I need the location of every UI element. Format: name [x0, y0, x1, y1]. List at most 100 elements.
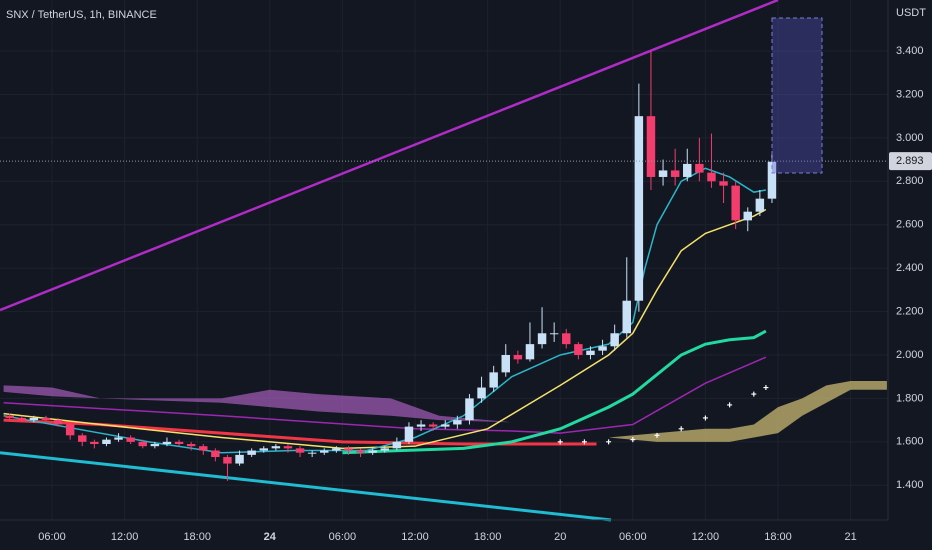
candle-body — [271, 446, 281, 449]
candle-body — [65, 424, 75, 436]
candle-body — [562, 333, 571, 345]
y-tick-label: 2.400 — [896, 262, 924, 274]
marker — [678, 426, 684, 432]
candle-body — [707, 172, 716, 182]
y-tick-label: 2.200 — [896, 305, 924, 317]
y-tick-label: 2.600 — [896, 219, 924, 231]
candle-body — [683, 163, 692, 177]
marker — [606, 439, 612, 445]
marker — [581, 439, 587, 445]
x-tick-label: 06:00 — [329, 531, 357, 543]
candle-body — [549, 333, 559, 335]
candle-body — [416, 424, 426, 427]
y-tick-label: 2.800 — [896, 175, 924, 187]
indicator-line — [342, 329, 767, 455]
candle-body — [525, 344, 535, 360]
candle-body — [295, 448, 305, 453]
candle-body — [634, 116, 644, 301]
candle-body — [114, 437, 123, 440]
candle-body — [404, 426, 414, 442]
candle-body — [695, 163, 704, 173]
candle-body — [489, 372, 498, 388]
candle-body — [501, 354, 510, 373]
candle-body — [307, 452, 317, 454]
x-tick-label: 06:00 — [38, 531, 66, 543]
candle-body — [586, 350, 595, 355]
candle-body — [283, 446, 293, 449]
candle-body — [41, 417, 51, 421]
candle-body — [356, 450, 365, 453]
candle-body — [247, 450, 256, 455]
candle-body — [537, 333, 547, 345]
candle-body — [5, 415, 14, 418]
candle-body — [199, 446, 208, 451]
candle-body — [610, 333, 619, 347]
candle-body — [598, 346, 607, 351]
plot — [0, 0, 888, 522]
candle-body — [646, 116, 656, 177]
candle-body — [78, 435, 87, 442]
candle-body — [380, 448, 389, 451]
y-tick-label: 1.600 — [896, 436, 924, 448]
candle-body — [150, 444, 160, 447]
y-tick-label: 1.800 — [896, 392, 924, 404]
marker — [654, 432, 660, 438]
x-tick-label: 21 — [844, 531, 856, 543]
candle-body — [574, 344, 583, 355]
candle-body — [332, 448, 341, 451]
x-tick-label: 20 — [554, 531, 566, 543]
y-tick-label: 3.400 — [896, 45, 924, 57]
marker — [763, 385, 769, 391]
chart-title: SNX / TetherUS, 1h, BINANCE — [6, 9, 157, 21]
candle-body — [344, 448, 353, 451]
indicator-line — [0, 0, 779, 312]
x-tick-label: 18:00 — [474, 531, 502, 543]
last-price-label: 2.893 — [896, 155, 924, 167]
cloud — [3, 385, 512, 423]
candle-body — [743, 211, 752, 221]
candle-body — [126, 437, 135, 442]
marker — [751, 391, 757, 397]
indicator-line — [0, 451, 612, 522]
candle-body — [428, 424, 438, 427]
position-box — [771, 17, 823, 174]
candle-body — [767, 161, 777, 199]
candle-body — [465, 398, 474, 421]
indicator-line — [3, 356, 767, 434]
cloud — [608, 381, 887, 442]
candle-body — [368, 450, 377, 453]
candle-body — [320, 450, 329, 453]
candle-body — [670, 170, 680, 177]
candle-body — [174, 441, 184, 445]
candle-body — [162, 441, 172, 445]
candle-body — [90, 441, 99, 445]
candle-body — [719, 181, 728, 186]
marker — [702, 415, 708, 421]
x-tick-label: 18:00 — [764, 531, 792, 543]
candle-body — [477, 387, 486, 399]
marker — [557, 439, 563, 445]
candle-body — [392, 441, 402, 449]
y-tick-label: 3.000 — [896, 132, 924, 144]
candle-body — [102, 439, 111, 445]
x-tick-label: 18:00 — [183, 531, 211, 543]
x-tick-label: 12:00 — [692, 531, 720, 543]
x-tick-label: 06:00 — [619, 531, 647, 543]
candle-body — [259, 448, 268, 451]
indicator-line — [3, 208, 767, 450]
candle-body — [138, 441, 147, 447]
candle-body — [658, 170, 668, 177]
y-tick-label: 2.000 — [896, 349, 924, 361]
x-tick-label: 24 — [264, 531, 277, 543]
x-tick-label: 12:00 — [401, 531, 429, 543]
candle-body — [755, 198, 765, 212]
y-axis-label: USDT — [896, 7, 926, 19]
marker — [630, 437, 636, 443]
candle-body — [731, 185, 740, 221]
candle-body — [453, 420, 462, 425]
candle-body — [441, 424, 450, 427]
indicator-line — [3, 167, 767, 454]
